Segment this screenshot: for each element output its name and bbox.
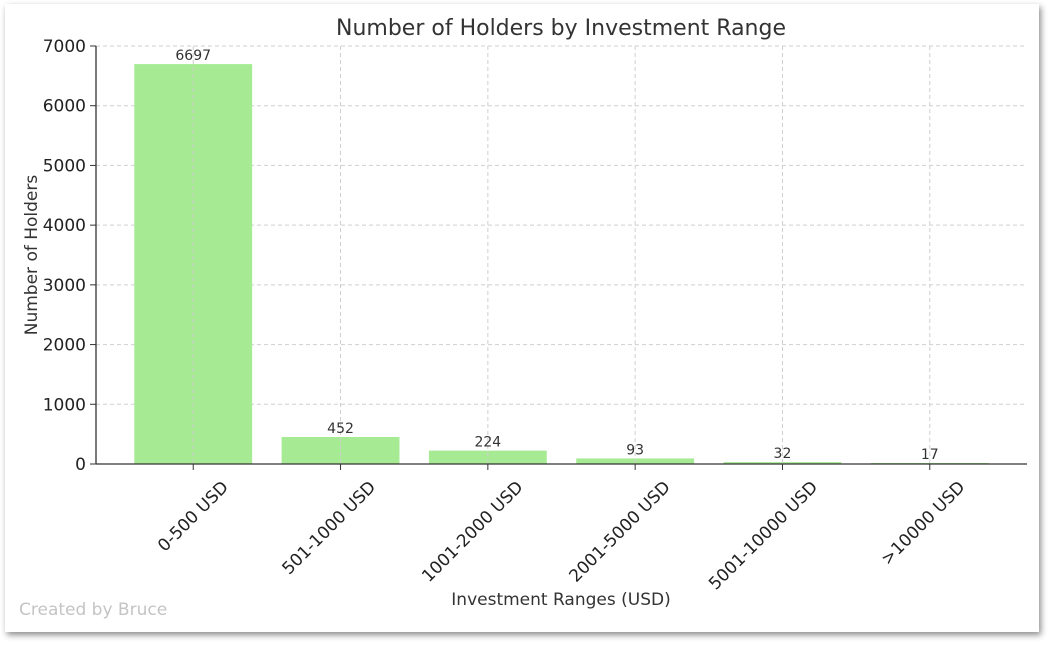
- x-tick-label: >10000 USD: [877, 477, 969, 569]
- y-tick-label: 4000: [43, 216, 86, 236]
- chart-title: Number of Holders by Investment Range: [336, 16, 786, 41]
- y-tick-label: 6000: [43, 97, 86, 117]
- watermark: Created by Bruce: [19, 600, 167, 620]
- y-tick-label: 5000: [43, 156, 86, 176]
- x-tick-label: 5001-10000 USD: [705, 477, 822, 594]
- bars: 6697 452 224 93 32 17: [134, 46, 988, 464]
- bar-value-label: 6697: [175, 48, 211, 64]
- y-tick-label: 3000: [43, 276, 86, 296]
- x-tick-label: 2001-5000 USD: [566, 477, 675, 586]
- bar-value-label: 224: [474, 435, 501, 451]
- bar-value-label: 93: [626, 442, 644, 458]
- bar-value-label: 17: [921, 447, 939, 463]
- y-tick-label: 7000: [43, 37, 86, 57]
- x-tick-label: 0-500 USD: [154, 477, 233, 556]
- y-tick-label: 0: [75, 455, 86, 475]
- x-tick-label: 501-1000 USD: [279, 477, 381, 579]
- y-tick-label: 1000: [43, 395, 86, 415]
- x-axis-label: Investment Ranges (USD): [451, 590, 670, 610]
- y-tick-label: 2000: [43, 336, 86, 356]
- y-axis-label: Number of Holders: [22, 175, 42, 336]
- bar-value-label: 452: [327, 421, 354, 437]
- x-tick-label: 1001-2000 USD: [418, 477, 527, 586]
- bar-value-label: 32: [774, 446, 792, 462]
